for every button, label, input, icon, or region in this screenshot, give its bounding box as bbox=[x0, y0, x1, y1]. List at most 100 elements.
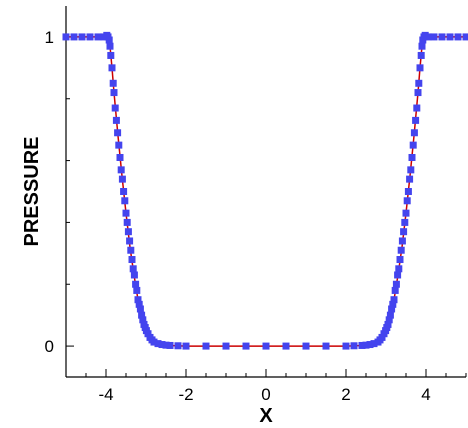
data-point bbox=[182, 342, 190, 350]
data-point bbox=[350, 342, 358, 350]
data-point bbox=[413, 104, 421, 112]
data-point bbox=[262, 342, 270, 350]
data-point bbox=[362, 341, 370, 349]
data-point bbox=[136, 305, 144, 313]
data-point bbox=[394, 271, 402, 279]
data-point bbox=[408, 153, 416, 161]
y-axis-title: PRESSURE bbox=[21, 136, 43, 246]
data-point bbox=[132, 280, 140, 288]
data-point bbox=[118, 175, 126, 183]
data-point bbox=[116, 153, 124, 161]
data-point bbox=[150, 338, 158, 346]
data-point bbox=[401, 218, 409, 226]
data-point bbox=[114, 129, 122, 137]
data-point bbox=[110, 89, 118, 97]
data-point bbox=[385, 316, 393, 324]
data-point bbox=[78, 33, 86, 41]
data-point bbox=[398, 237, 406, 245]
data-point bbox=[129, 265, 137, 273]
x-tick-label: 2 bbox=[341, 385, 350, 404]
data-point bbox=[107, 51, 115, 59]
data-point bbox=[388, 305, 396, 313]
data-point bbox=[342, 342, 350, 350]
data-point bbox=[400, 228, 408, 236]
data-point bbox=[389, 300, 397, 308]
data-point bbox=[438, 33, 446, 41]
data-point bbox=[412, 116, 420, 124]
data-point bbox=[128, 256, 136, 264]
data-point bbox=[366, 341, 374, 349]
data-point bbox=[135, 300, 143, 308]
data-point bbox=[121, 197, 129, 205]
data-point bbox=[120, 188, 128, 195]
data-point bbox=[126, 237, 134, 245]
data-point bbox=[391, 286, 399, 294]
y-tick-label: 1 bbox=[45, 28, 54, 47]
data-point bbox=[130, 271, 138, 279]
data-point bbox=[409, 141, 417, 149]
x-tick-label: -4 bbox=[98, 385, 113, 404]
data-point bbox=[415, 79, 423, 87]
data-point bbox=[112, 116, 120, 124]
data-point bbox=[358, 341, 366, 349]
data-point bbox=[454, 33, 462, 41]
data-point bbox=[124, 228, 132, 236]
data-point bbox=[404, 188, 412, 195]
data-point bbox=[418, 42, 426, 50]
data-point bbox=[402, 209, 410, 217]
data-point bbox=[106, 42, 114, 50]
data-point bbox=[390, 296, 398, 304]
data-point bbox=[123, 218, 131, 226]
data-point bbox=[396, 256, 404, 264]
data-point bbox=[417, 51, 425, 59]
data-point bbox=[115, 141, 123, 149]
data-point bbox=[166, 341, 174, 349]
data-point bbox=[144, 330, 152, 338]
data-point bbox=[397, 246, 405, 254]
data-point bbox=[370, 340, 378, 348]
data-point bbox=[127, 246, 135, 254]
data-point bbox=[410, 129, 418, 137]
marker-series bbox=[62, 31, 468, 350]
data-point bbox=[162, 341, 170, 349]
data-point bbox=[378, 333, 386, 341]
data-point bbox=[154, 340, 162, 348]
data-point bbox=[386, 311, 394, 319]
data-point bbox=[384, 320, 392, 328]
data-point bbox=[430, 33, 438, 41]
x-tick-label: 0 bbox=[261, 385, 270, 404]
data-point bbox=[108, 64, 116, 72]
x-axis-title: X bbox=[259, 405, 273, 427]
data-point bbox=[302, 342, 310, 350]
data-point bbox=[133, 286, 141, 294]
data-point bbox=[406, 175, 414, 183]
data-point bbox=[94, 33, 102, 41]
data-point bbox=[111, 104, 119, 112]
data-point bbox=[138, 311, 146, 319]
data-point bbox=[322, 342, 330, 350]
data-point bbox=[416, 64, 424, 72]
data-point bbox=[407, 166, 415, 174]
x-tick-label: -2 bbox=[178, 385, 193, 404]
x-tick-label: 4 bbox=[421, 385, 430, 404]
data-point bbox=[282, 342, 290, 350]
data-point bbox=[174, 342, 182, 350]
data-point bbox=[414, 89, 422, 97]
data-point bbox=[222, 342, 230, 350]
data-point bbox=[117, 166, 125, 174]
data-point bbox=[62, 33, 70, 41]
data-point bbox=[395, 265, 403, 273]
data-point bbox=[134, 296, 142, 304]
data-point bbox=[122, 209, 130, 217]
data-point bbox=[424, 33, 432, 41]
y-tick-label: 0 bbox=[45, 337, 54, 356]
data-point bbox=[392, 280, 400, 288]
data-point bbox=[462, 33, 468, 41]
data-point bbox=[242, 342, 250, 350]
data-point bbox=[109, 79, 117, 87]
data-point bbox=[139, 316, 147, 324]
data-point bbox=[158, 341, 166, 349]
data-point bbox=[86, 33, 94, 41]
data-point bbox=[70, 33, 78, 41]
